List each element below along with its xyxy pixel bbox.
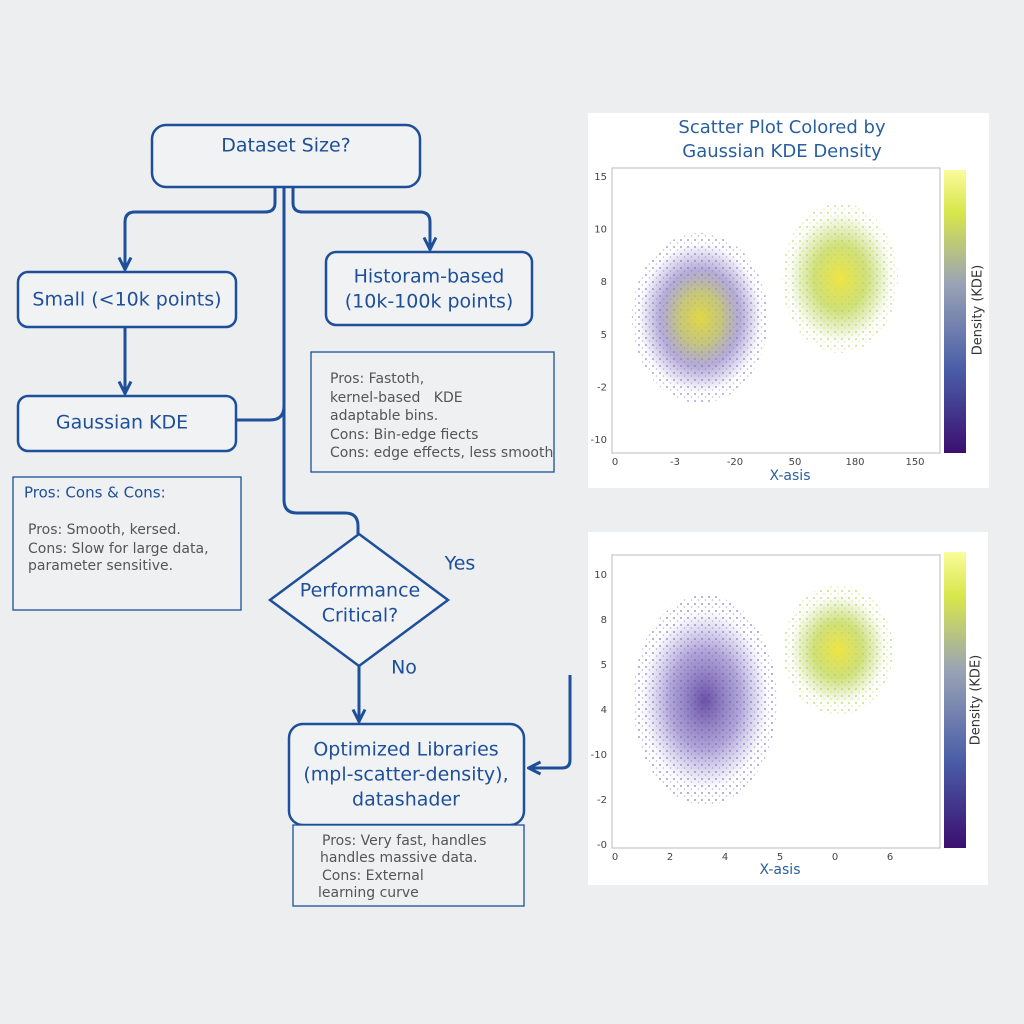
density-cloud [641,610,769,790]
y-tick-label: -10 [591,750,607,761]
x-ticks: 0 2 4 5 0 6 [612,852,893,863]
plot-title: Scatter Plot Colored by [678,117,886,138]
node-box [16,270,238,329]
edge-label: No [391,657,417,679]
note-line: Cons: External [322,868,424,884]
y-tick-label: 5 [601,330,607,341]
y-tick-label: 4 [601,705,607,716]
x-tick-label: 2 [667,852,673,863]
x-tick-label: -3 [670,457,680,468]
node-label: Historam-based [354,266,505,288]
note-title: Pros: Cons & Cons: [24,484,166,502]
plot-panel: Scatter Plot Colored by Gaussian KDE Den… [588,113,989,488]
node-label: (mpl-scatter-density), [303,764,508,786]
note-line: Cons: edge effects, less smooth [330,445,553,461]
plot-frame [611,167,941,454]
density-cloud [638,243,762,393]
node-label: Optimized Libraries [313,739,498,761]
y-tick-label: 10 [594,570,607,581]
node-label: Gaussian KDE [56,412,188,434]
x-tick-label: 0 [612,852,618,863]
x-tick-label: 6 [887,852,893,863]
x-axis-label: X-asis [769,468,810,484]
y-tick-label: -2 [597,382,607,393]
colorbar-label: Density (KDE) [971,265,986,355]
note-line: learning curve [318,885,419,901]
colorbar [944,552,966,848]
node-label: Small (<10k points) [32,289,221,311]
x-tick-label: 150 [905,457,924,468]
x-ticks: 0 -3 -20 50 180 150 [612,457,925,468]
arrow [291,187,430,248]
x-tick-label: 5 [777,852,783,863]
y-tick-label: -0 [597,840,607,851]
y-tick-label: 8 [601,277,607,288]
decision-diamond [267,532,451,668]
y-tick-label: 10 [594,225,607,236]
density-cloud [788,213,892,343]
note-line: parameter sensitive. [28,558,173,574]
connector [282,187,360,534]
arrow [530,675,572,768]
note-line: adaptable bins. [330,408,438,424]
node-label: Performance [300,580,420,602]
density-cloud [790,595,886,705]
y-tick-label: 15 [594,172,607,183]
y-ticks: 15 10 8 5 -2 -10 [591,172,607,446]
x-tick-label: 4 [722,852,728,863]
plot-frame [611,554,941,849]
node-box [16,394,238,453]
note-box [310,351,555,473]
note-line: Cons: Slow for large data, [28,541,209,557]
connector [236,405,286,422]
colorbar-label: Density (KDE) [969,655,984,745]
node-label: datashader [352,789,460,811]
note-box [292,824,525,907]
x-tick-label: 180 [845,457,864,468]
note-line: kernel-based KDE [330,390,463,406]
note-line: Cons: Bin-edge fiects [330,427,478,443]
node-label: (10k-100k points) [345,291,514,313]
node-box [324,250,534,327]
edge-label: Yes [444,553,476,575]
plot-title: Gaussian KDE Density [682,141,882,162]
y-tick-label: -2 [597,795,607,806]
x-tick-label: -20 [727,457,743,468]
x-tick-label: 0 [832,852,838,863]
note-line: handles massive data. [320,850,478,866]
connectors [125,187,572,768]
x-tick-label: 0 [612,457,618,468]
colorbar [944,170,966,453]
node-label: Critical? [322,605,399,627]
y-tick-label: 5 [601,660,607,671]
x-tick-label: 50 [789,457,802,468]
y-tick-label: 8 [601,615,607,626]
plot-panel: Density (KDE) X-asis 10 8 5 4 -10 -2 -0 0 2 4 5 0 6 [588,532,988,885]
note-box [12,476,242,611]
y-ticks: 10 8 5 4 -10 -2 -0 [591,570,607,851]
node-label: Dataset Size? [221,135,351,157]
y-tick-label: -10 [591,435,607,446]
arrow [125,187,277,268]
note-line: Pros: Very fast, handles [322,833,486,849]
node-box [150,123,422,189]
x-axis-label: X-asis [759,862,800,878]
note-line: Pros: Smooth, kersed. [28,522,181,538]
note-line: Pros: Fastoth, [330,371,424,387]
